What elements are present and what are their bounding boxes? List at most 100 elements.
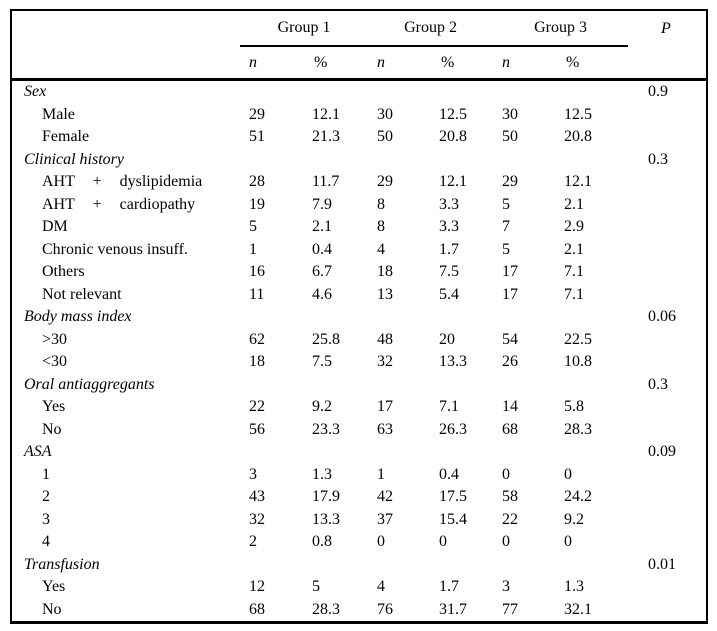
n-value: 4 (377, 578, 386, 596)
percent-value: 13.3 (439, 353, 468, 371)
p-value (628, 576, 706, 599)
row-label: Transfusion (24, 555, 100, 573)
n-value: 8 (377, 195, 386, 213)
percent-value: 20.8 (439, 128, 468, 146)
p-value: 0.9 (648, 83, 669, 101)
category-row: Body mass index 0.06 (12, 306, 706, 329)
percent-value: 1.3 (564, 578, 585, 596)
n-value: 4 (377, 240, 386, 258)
n-value: 5 (249, 218, 257, 236)
n-header-group2: n (368, 46, 431, 81)
percent-value: 13.3 (312, 510, 340, 528)
data-row: Yes 12 5 4 1.7 3 1.3 (12, 576, 706, 599)
row-label: Sex (24, 83, 47, 101)
table-body: Sex 0.9 Male 29 12.1 30 12.5 30 12.5 Female 51 21.3… (12, 80, 706, 622)
n-value: 68 (249, 600, 265, 618)
p-value (628, 509, 706, 532)
n-value: 0 (502, 533, 511, 551)
percent-value: 15.4 (439, 510, 468, 528)
data-row: 4 2 0.8 0 0 0 0 (12, 531, 706, 554)
n-value (240, 149, 303, 172)
p-value (628, 464, 706, 487)
n-value: 50 (377, 128, 394, 146)
p-column-header: P (661, 19, 671, 37)
n-value (368, 374, 430, 397)
row-label: 4 (42, 533, 50, 551)
p-value (628, 284, 706, 307)
percent-value: 2.1 (564, 240, 585, 258)
n-value: 17 (377, 398, 394, 416)
data-row: Male 29 12.1 30 12.5 30 12.5 (12, 104, 706, 127)
percent-value: 5 (312, 578, 320, 596)
p-value (628, 104, 706, 127)
n-value: 42 (377, 488, 394, 506)
percent-value (430, 149, 493, 172)
n-value: 54 (502, 330, 519, 348)
n-header-group3: n (493, 46, 556, 81)
n-value (493, 441, 555, 464)
percent-value (555, 80, 628, 104)
n-value: 37 (377, 510, 394, 528)
stat-header-row: n % n % n % (12, 46, 707, 81)
n-value: 16 (249, 263, 265, 281)
percent-header-group1: % (303, 46, 369, 81)
percent-value: 0 (564, 465, 573, 483)
percent-value: 31.7 (439, 600, 468, 618)
percent-value: 10.8 (564, 353, 593, 371)
n-value: 26 (502, 353, 519, 371)
p-value (628, 351, 706, 374)
n-value (240, 374, 303, 397)
p-value (628, 396, 706, 419)
category-row: Transfusion 0.01 (12, 554, 706, 577)
n-header-group1: n (240, 46, 303, 81)
percent-value: 3.3 (439, 195, 460, 213)
p-value (628, 599, 706, 622)
row-label: 1 (42, 465, 50, 483)
percent-value: 1.7 (439, 240, 460, 258)
n-value: 1 (249, 240, 257, 258)
n-value: 50 (502, 128, 519, 146)
row-label: Male (42, 105, 75, 123)
n-value (240, 441, 303, 464)
n-value: 62 (249, 330, 265, 348)
percent-value: 1.7 (439, 578, 460, 596)
table-header: Group 1 Group 2 Group 3 P n % n % n % (12, 11, 707, 81)
n-value (493, 80, 555, 104)
group-3-header: Group 3 (493, 11, 629, 47)
percent-value: 28.3 (564, 420, 593, 438)
data-row: Yes 22 9.2 17 7.1 14 5.8 (12, 396, 706, 419)
percent-value: 20.8 (564, 128, 593, 146)
n-value: 58 (502, 488, 519, 506)
group-header-row: Group 1 Group 2 Group 3 P (12, 11, 706, 47)
n-value: 29 (377, 173, 394, 191)
row-label: Female (42, 128, 90, 146)
percent-value (303, 80, 368, 104)
n-value: 8 (377, 218, 386, 236)
percent-value: 5.8 (564, 398, 585, 416)
row-label: No (42, 600, 62, 618)
row-label: Chronic venous insuff. (42, 240, 188, 258)
n-value: 14 (502, 398, 519, 416)
row-label: 3 (42, 510, 50, 528)
percent-value: 1.3 (312, 465, 332, 483)
p-value: 0.3 (648, 375, 669, 393)
data-row: 1 3 1.3 1 0.4 0 0 (12, 464, 706, 487)
data-row: AHT + cardiopathy 19 7.9 8 3.3 5 2.1 (12, 194, 706, 217)
row-label: DM (42, 218, 68, 236)
percent-header-group3: % (555, 46, 629, 81)
percent-value: 23.3 (312, 420, 340, 438)
n-value: 30 (377, 105, 394, 123)
percent-value (555, 554, 628, 577)
p-value (628, 486, 706, 509)
data-row: No 56 23.3 63 26.3 68 28.3 (12, 419, 706, 442)
percent-value: 3.3 (439, 218, 460, 236)
percent-value (303, 149, 368, 172)
n-value: 56 (249, 420, 265, 438)
percent-value: 0 (564, 533, 573, 551)
data-row: DM 5 2.1 8 3.3 7 2.9 (12, 216, 706, 239)
n-value: 29 (502, 173, 519, 191)
data-row: Not relevant 11 4.6 13 5.4 17 7.1 (12, 284, 706, 307)
n-value: 13 (377, 285, 394, 303)
row-label: Oral antiaggregants (24, 375, 155, 393)
percent-value: 6.7 (312, 263, 332, 281)
